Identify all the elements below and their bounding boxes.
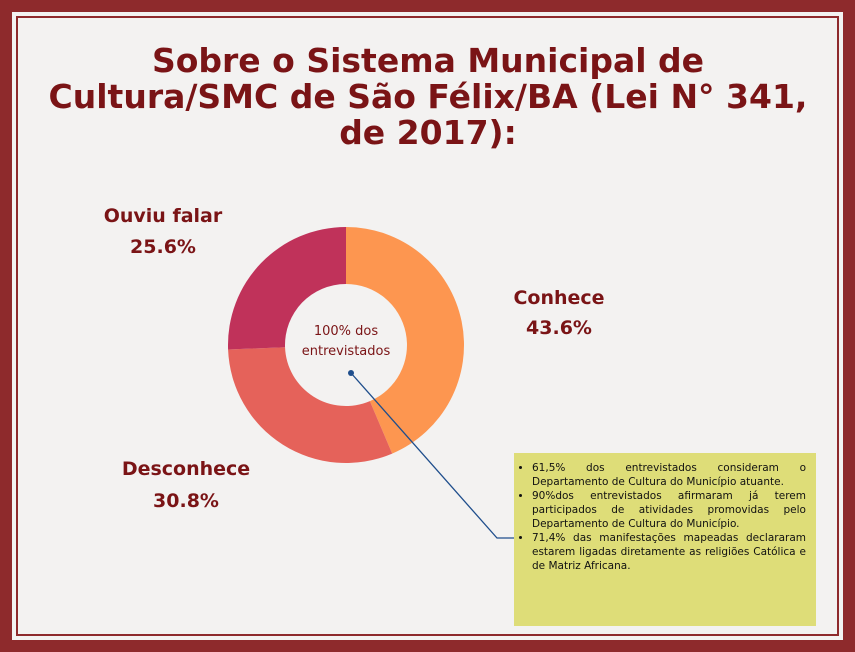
callout-line	[350, 372, 514, 539]
notes-list: 61,5% dos entrevistados consideram o Dep…	[520, 461, 806, 573]
donut	[227, 227, 465, 464]
chart-title: de 2017):	[339, 113, 517, 152]
note: 90%dos entrevistados afirmaram já terem …	[532, 489, 806, 531]
inner-border	[16, 16, 839, 636]
category-label: Conhece	[513, 287, 604, 309]
notes-box: 61,5% dos entrevistados consideram o Dep…	[514, 453, 816, 626]
value-label: 30.8%	[153, 490, 219, 512]
value-label: 25.6%	[130, 236, 196, 258]
slice	[228, 347, 393, 464]
category-label: Ouviu falar	[104, 205, 223, 227]
center-text: 100% dos	[314, 324, 379, 339]
note: 71,4% das manifestações mapeadas declara…	[532, 531, 806, 573]
category-label: Desconhece	[122, 458, 250, 480]
slice	[227, 227, 346, 350]
note: 61,5% dos entrevistados consideram o Dep…	[532, 461, 806, 489]
slice	[346, 227, 465, 454]
chart-title: Sobre o Sistema Municipal de	[152, 41, 704, 80]
callout-dot	[348, 370, 354, 376]
value-label: 43.6%	[526, 317, 592, 339]
center-text: entrevistados	[302, 344, 391, 359]
chart-title: Cultura/SMC de São Félix/BA (Lei N° 341,	[49, 77, 808, 116]
